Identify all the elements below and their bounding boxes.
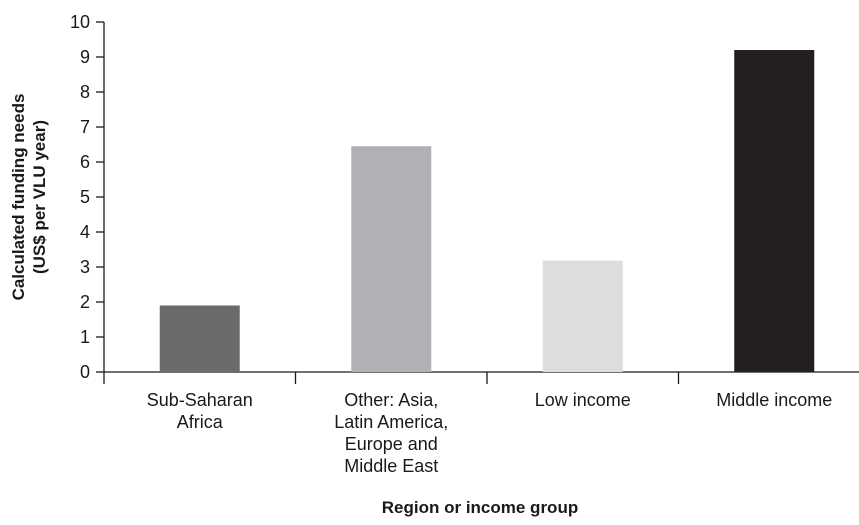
x-category-label: Other: Asia, Latin America, Europe and Midd… <box>334 390 448 476</box>
bar <box>351 146 432 372</box>
y-tick-label: 8 <box>80 82 90 102</box>
y-tick-label: 0 <box>80 362 90 382</box>
y-tick-label: 1 <box>80 327 90 347</box>
x-category-label-line: Sub-Saharan <box>147 390 253 410</box>
bar <box>159 305 240 372</box>
x-category-label-line: Latin America, <box>334 412 448 432</box>
x-axis <box>103 371 859 384</box>
x-category-label-line: Middle income <box>716 390 832 410</box>
y-tick-label: 2 <box>80 292 90 312</box>
x-axis-title: Region or income group <box>382 498 578 517</box>
y-axis: 0 1 2 3 4 5 6 7 8 9 10 <box>70 12 105 382</box>
x-category-label-line: Low income <box>535 390 631 410</box>
x-category-label: Middle income <box>716 390 832 410</box>
y-tick-label: 6 <box>80 152 90 172</box>
y-axis-title: Calculated funding needs (US$ per VLU yea… <box>9 94 49 301</box>
y-tick-label: 4 <box>80 222 90 242</box>
y-axis-title-line: (US$ per VLU year) <box>30 120 49 274</box>
y-tick-label: 3 <box>80 257 90 277</box>
x-category-label: Sub-Saharan Africa <box>147 390 253 432</box>
x-category-label-line: Middle East <box>344 456 438 476</box>
category-labels: Sub-Saharan Africa Other: Asia, Latin Ameri… <box>147 390 833 476</box>
y-axis-title-line: Calculated funding needs <box>9 94 28 301</box>
y-tick-label: 10 <box>70 12 90 32</box>
y-tick-label: 5 <box>80 187 90 207</box>
bar <box>542 260 623 372</box>
x-category-label: Low income <box>535 390 631 410</box>
y-tick-label: 9 <box>80 47 90 67</box>
x-category-label-line: Africa <box>177 412 224 432</box>
bars <box>159 50 815 372</box>
x-category-label-line: Other: Asia, <box>344 390 438 410</box>
bar <box>734 50 815 372</box>
x-category-label-line: Europe and <box>345 434 438 454</box>
y-tick-label: 7 <box>80 117 90 137</box>
